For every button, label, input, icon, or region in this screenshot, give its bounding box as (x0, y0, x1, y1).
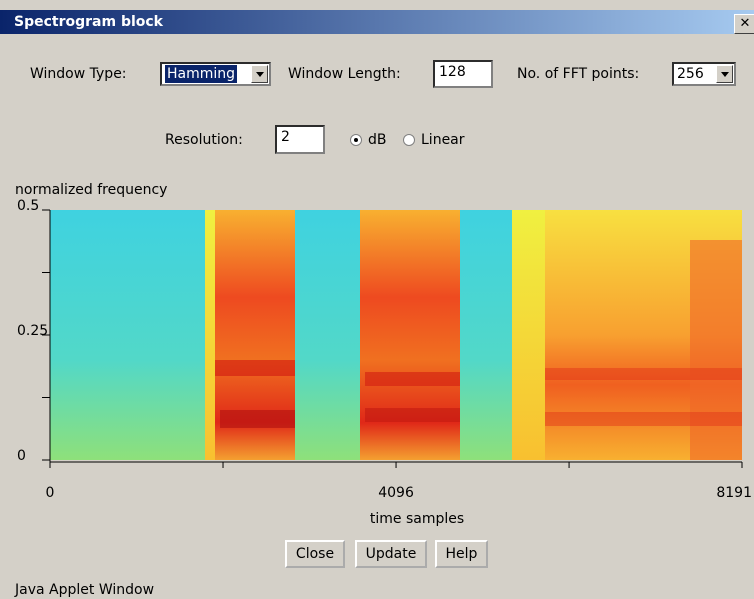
applet-window: Spectrogram block ✕ Window Type: Hamming… (0, 0, 754, 599)
help-button[interactable]: Help (435, 540, 488, 568)
y-tick-label: 0 (17, 448, 26, 464)
spectrogram-chart: normalized frequency time samples 0 4096 8… (0, 0, 754, 599)
y-axis-label: normalized frequency (15, 182, 167, 198)
x-tick-label: 0 (46, 485, 55, 501)
x-tick-label: 4096 (378, 485, 414, 501)
close-button[interactable]: Close (285, 540, 345, 568)
spectrogram-image (50, 210, 742, 460)
x-tick-label: 8191 (716, 485, 752, 501)
y-tick-label: 0.25 (17, 323, 48, 339)
update-button[interactable]: Update (355, 540, 427, 568)
x-axis-label: time samples (370, 511, 464, 527)
y-tick-label: 0.5 (17, 198, 39, 214)
footer: Java Applet Window (15, 582, 154, 598)
